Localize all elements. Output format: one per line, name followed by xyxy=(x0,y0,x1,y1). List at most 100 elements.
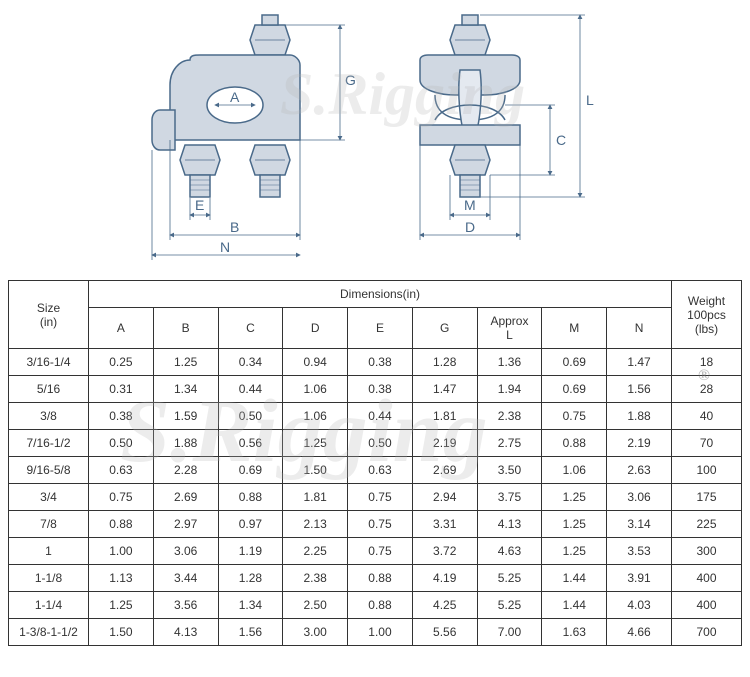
cell-l: 5.25 xyxy=(477,565,542,592)
cell-d: 0.94 xyxy=(283,349,348,376)
table-row: 1-1/81.133.441.282.380.884.195.251.443.9… xyxy=(9,565,742,592)
cell-b: 3.44 xyxy=(153,565,218,592)
cell-n: 4.66 xyxy=(607,619,672,646)
header-col-e: E xyxy=(348,308,413,349)
cell-e: 0.88 xyxy=(348,565,413,592)
cell-n: 1.47 xyxy=(607,349,672,376)
cell-b: 1.59 xyxy=(153,403,218,430)
header-col-d: D xyxy=(283,308,348,349)
cell-g: 3.31 xyxy=(412,511,477,538)
cell-n: 3.14 xyxy=(607,511,672,538)
cell-g: 1.47 xyxy=(412,376,477,403)
cell-d: 1.06 xyxy=(283,376,348,403)
cell-g: 2.94 xyxy=(412,484,477,511)
dim-label-b: B xyxy=(230,219,239,235)
cell-c: 0.56 xyxy=(218,430,283,457)
cell-c: 0.44 xyxy=(218,376,283,403)
cell-m: 0.69 xyxy=(542,376,607,403)
cell-m: 1.25 xyxy=(542,511,607,538)
cell-n: 2.19 xyxy=(607,430,672,457)
technical-diagram: A G E B N xyxy=(40,10,710,270)
cell-e: 0.44 xyxy=(348,403,413,430)
cell-e: 0.75 xyxy=(348,511,413,538)
cell-l: 1.94 xyxy=(477,376,542,403)
cell-c: 1.56 xyxy=(218,619,283,646)
cell-g: 2.19 xyxy=(412,430,477,457)
cell-a: 1.00 xyxy=(89,538,154,565)
cell-c: 0.34 xyxy=(218,349,283,376)
cell-b: 2.69 xyxy=(153,484,218,511)
cell-n: 3.91 xyxy=(607,565,672,592)
cell-l: 7.00 xyxy=(477,619,542,646)
cell-b: 1.25 xyxy=(153,349,218,376)
cell-m: 1.06 xyxy=(542,457,607,484)
cell-g: 4.25 xyxy=(412,592,477,619)
cell-m: 1.25 xyxy=(542,538,607,565)
cell-d: 2.25 xyxy=(283,538,348,565)
dim-label-c: C xyxy=(556,132,566,148)
table-row: 9/16-5/80.632.280.691.500.632.693.501.06… xyxy=(9,457,742,484)
table-row: 5/160.311.340.441.060.381.471.940.691.56… xyxy=(9,376,742,403)
header-col-a: A xyxy=(89,308,154,349)
cell-n: 2.63 xyxy=(607,457,672,484)
cell-m: 0.69 xyxy=(542,349,607,376)
cell-e: 1.00 xyxy=(348,619,413,646)
cell-d: 2.38 xyxy=(283,565,348,592)
cell-e: 0.88 xyxy=(348,592,413,619)
cell-g: 1.81 xyxy=(412,403,477,430)
cell-b: 3.06 xyxy=(153,538,218,565)
cell-n: 1.56 xyxy=(607,376,672,403)
cell-w: 100 xyxy=(672,457,742,484)
cell-d: 1.25 xyxy=(283,430,348,457)
cell-c: 1.19 xyxy=(218,538,283,565)
cell-m: 1.44 xyxy=(542,592,607,619)
cell-e: 0.38 xyxy=(348,376,413,403)
cell-a: 1.25 xyxy=(89,592,154,619)
cell-n: 3.06 xyxy=(607,484,672,511)
table-row: 3/16-1/40.251.250.340.940.381.281.360.69… xyxy=(9,349,742,376)
header-col-n: N xyxy=(607,308,672,349)
cell-l: 4.63 xyxy=(477,538,542,565)
cell-m: 1.63 xyxy=(542,619,607,646)
cell-l: 3.50 xyxy=(477,457,542,484)
table-row: 1-3/8-1-1/21.504.131.563.001.005.567.001… xyxy=(9,619,742,646)
cell-c: 0.50 xyxy=(218,403,283,430)
cell-l: 5.25 xyxy=(477,592,542,619)
table-area: S.Rigging ® Size(in) Dimensions(in) Weig… xyxy=(0,280,750,666)
cell-a: 1.50 xyxy=(89,619,154,646)
cell-l: 1.36 xyxy=(477,349,542,376)
header-weight: Weight100pcs(lbs) xyxy=(672,281,742,349)
cell-c: 0.88 xyxy=(218,484,283,511)
cell-b: 4.13 xyxy=(153,619,218,646)
cell-l: 3.75 xyxy=(477,484,542,511)
cell-l: 2.38 xyxy=(477,403,542,430)
dim-label-m: M xyxy=(464,197,476,213)
cell-m: 0.88 xyxy=(542,430,607,457)
header-col-c: C xyxy=(218,308,283,349)
table-body: 3/16-1/40.251.250.340.940.381.281.360.69… xyxy=(9,349,742,646)
cell-a: 0.50 xyxy=(89,430,154,457)
cell-c: 1.34 xyxy=(218,592,283,619)
cell-a: 0.31 xyxy=(89,376,154,403)
cell-g: 2.69 xyxy=(412,457,477,484)
cell-e: 0.38 xyxy=(348,349,413,376)
cell-w: 400 xyxy=(672,565,742,592)
cell-b: 3.56 xyxy=(153,592,218,619)
dim-label-e: E xyxy=(195,197,204,213)
cell-n: 4.03 xyxy=(607,592,672,619)
cell-c: 0.97 xyxy=(218,511,283,538)
cell-size: 1-1/4 xyxy=(9,592,89,619)
cell-g: 5.56 xyxy=(412,619,477,646)
cell-n: 1.88 xyxy=(607,403,672,430)
cell-w: 700 xyxy=(672,619,742,646)
cell-e: 0.75 xyxy=(348,538,413,565)
cell-d: 2.50 xyxy=(283,592,348,619)
cell-g: 4.19 xyxy=(412,565,477,592)
cell-d: 2.13 xyxy=(283,511,348,538)
cell-size: 3/4 xyxy=(9,484,89,511)
cell-size: 1-1/8 xyxy=(9,565,89,592)
diagram-area: S.Rigging xyxy=(0,0,750,280)
cell-g: 1.28 xyxy=(412,349,477,376)
dim-label-l: L xyxy=(586,92,594,108)
header-dimensions: Dimensions(in) xyxy=(89,281,672,308)
